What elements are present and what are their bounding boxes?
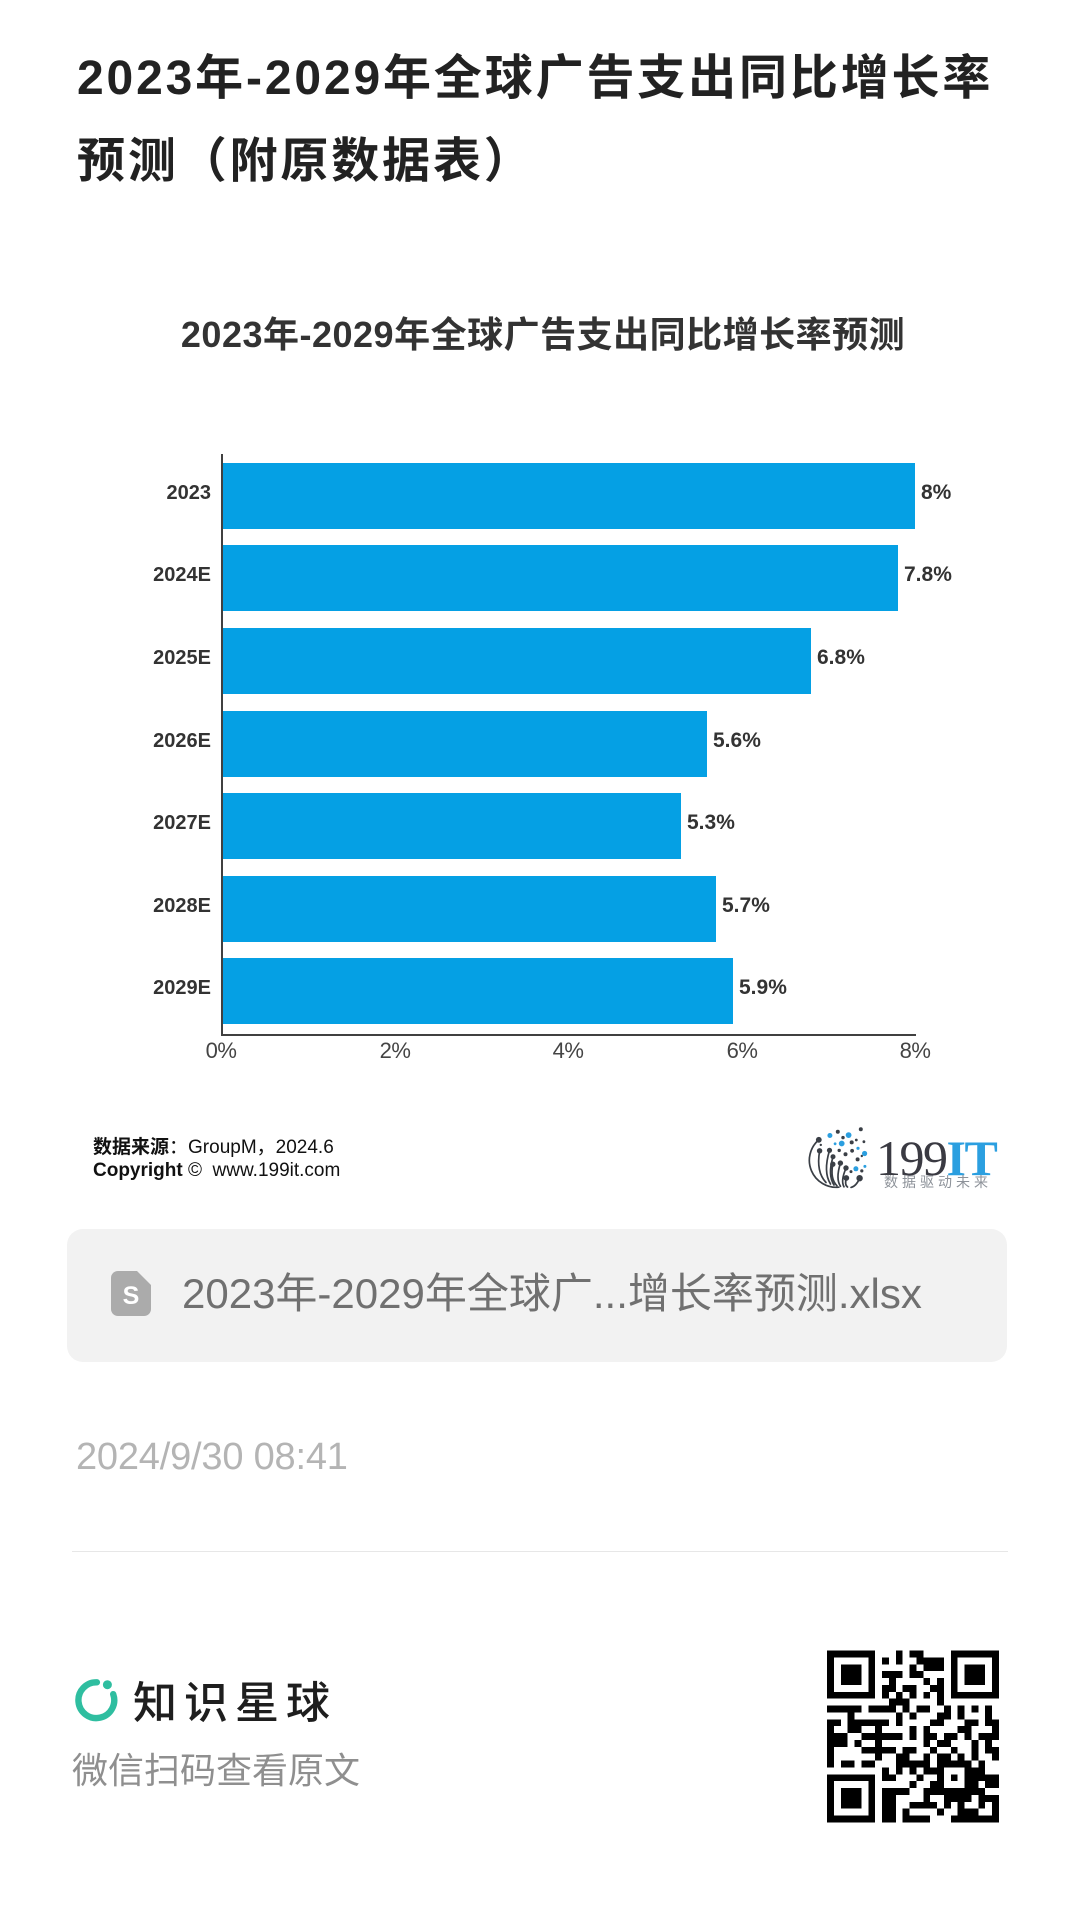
svg-text:S: S [123, 1282, 140, 1310]
